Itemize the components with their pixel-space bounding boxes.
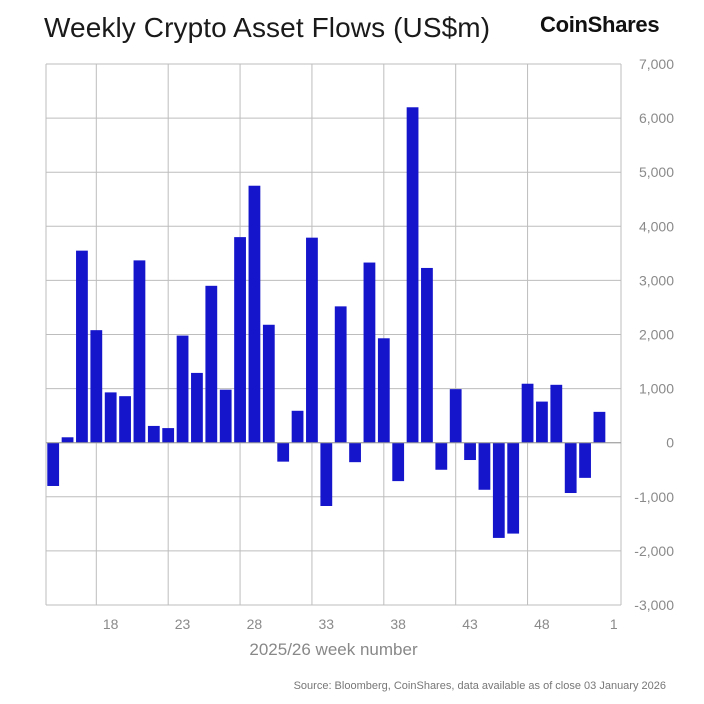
bar	[248, 185, 261, 443]
bar	[478, 442, 491, 490]
y-tick-label: -1,000	[634, 489, 674, 505]
bar	[61, 437, 74, 443]
bar	[119, 396, 131, 443]
bar	[550, 384, 563, 443]
x-tick-label: 23	[175, 616, 191, 632]
brand-logo: CoinShares	[540, 12, 660, 37]
bar	[162, 428, 175, 443]
bar	[449, 389, 462, 443]
grid-layer	[45, 63, 622, 606]
bar	[421, 267, 433, 443]
bar	[90, 330, 103, 443]
bar	[147, 425, 160, 443]
bar	[392, 442, 405, 482]
y-tick-label: 3,000	[639, 272, 674, 288]
bar	[435, 442, 448, 470]
y-tick-label: -2,000	[634, 543, 674, 559]
bar	[334, 306, 347, 443]
x-tick-label: 18	[103, 616, 119, 632]
bar	[593, 411, 606, 443]
x-axis-label: 2025/26 week number	[249, 640, 418, 659]
y-tick-label: 7,000	[639, 56, 674, 72]
axis-layer: 7,000 6,000 5,000 4,000 3,000 2,000 1,000 0 -1,0…	[46, 56, 674, 632]
y-tick-label: 5,000	[639, 164, 674, 180]
bar	[564, 442, 577, 494]
y-tick-label: 2,000	[639, 327, 674, 343]
x-tick-label: 33	[319, 616, 335, 632]
bar	[377, 338, 390, 443]
bar	[306, 237, 318, 443]
bar	[521, 383, 534, 443]
y-tick-label: 6,000	[639, 110, 674, 126]
x-tick-label: 38	[390, 616, 406, 632]
bar	[191, 372, 203, 443]
x-tick-label: 28	[247, 616, 263, 632]
bar	[262, 324, 275, 443]
bar	[492, 442, 505, 538]
chart-title: Weekly Crypto Asset Flows (US$m)	[44, 12, 491, 43]
bars-layer	[47, 107, 606, 538]
bar	[234, 237, 246, 443]
bar	[363, 262, 376, 443]
bar	[320, 442, 333, 506]
bar	[579, 442, 591, 478]
y-tick-label: 4,000	[639, 218, 674, 234]
bar	[133, 260, 146, 443]
bar	[205, 285, 218, 443]
y-tick-label: 1,000	[639, 381, 674, 397]
source-note: Source: Bloomberg, CoinShares, data avai…	[293, 680, 666, 692]
bar	[176, 335, 189, 443]
x-tick-label: 48	[534, 616, 550, 632]
bar	[47, 442, 60, 486]
bar	[406, 107, 419, 443]
x-tick-label: 43	[462, 616, 478, 632]
bar	[536, 401, 548, 443]
bar	[349, 442, 361, 463]
bar	[507, 442, 520, 534]
bar	[104, 392, 117, 443]
y-tick-label: -3,000	[634, 597, 674, 613]
y-tick-label: 0	[666, 435, 674, 451]
bar	[277, 442, 290, 462]
bar	[219, 389, 232, 443]
bar	[291, 410, 304, 443]
bar	[76, 250, 88, 443]
x-tick-label: 1	[610, 616, 618, 632]
bar	[464, 442, 476, 461]
